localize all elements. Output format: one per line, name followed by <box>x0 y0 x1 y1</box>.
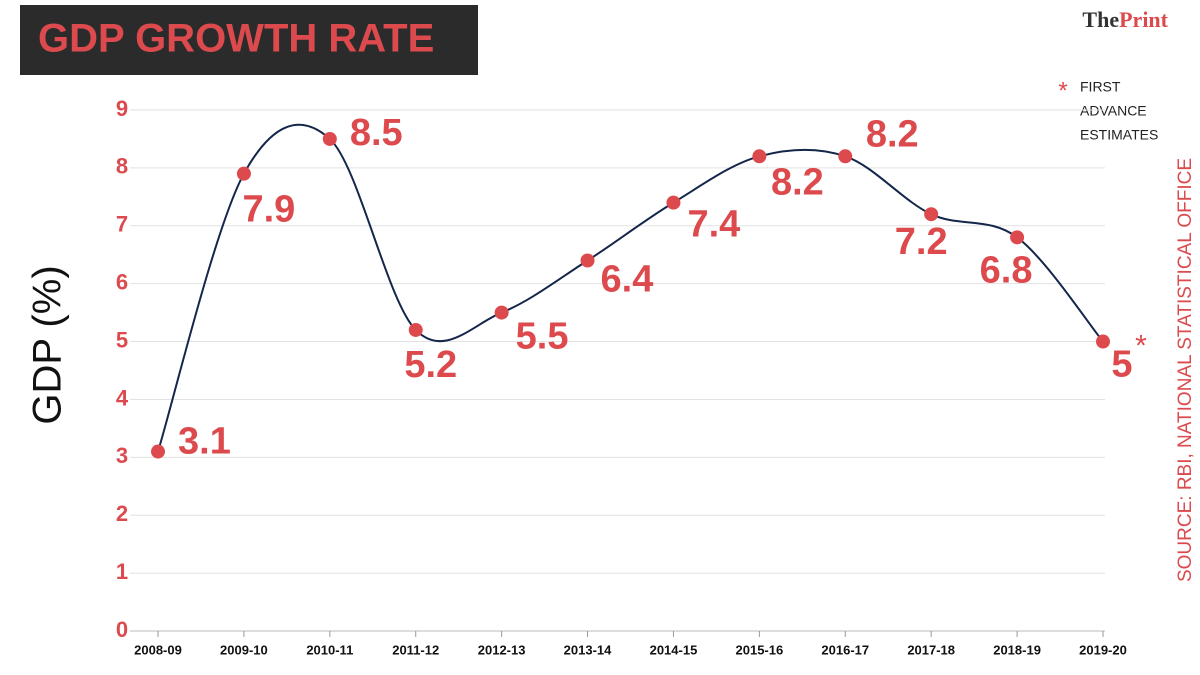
point <box>1010 230 1025 245</box>
x-tick-label: 2009-10 <box>220 642 268 657</box>
data-label: 8.2 <box>771 161 824 203</box>
point <box>752 149 767 164</box>
y-tick-label: 7 <box>116 212 128 237</box>
title-box <box>20 5 478 75</box>
point <box>494 305 509 320</box>
point <box>408 322 423 337</box>
x-tick-label: 2015-16 <box>736 642 784 657</box>
point <box>838 149 853 164</box>
x-tick-label: 2013-14 <box>564 642 612 657</box>
data-label-marker: * <box>1135 329 1147 362</box>
x-tick-label: 2018-19 <box>993 642 1041 657</box>
data-label: 3.1 <box>178 421 231 463</box>
data-label: 5.5 <box>516 316 569 358</box>
logo-prefix: The <box>1082 7 1119 32</box>
logo-name: Print <box>1119 7 1169 32</box>
y-tick-label: 8 <box>116 154 128 179</box>
footnote-line: FIRST <box>1080 79 1121 95</box>
point <box>1096 334 1110 349</box>
data-label: 7.4 <box>687 204 740 246</box>
y-tick-label: 1 <box>116 559 128 584</box>
source: SOURCE: RBI, NATIONAL STATISTICAL OFFICE <box>1175 158 1196 582</box>
point <box>151 444 165 459</box>
x-tick-label: 2010-11 <box>306 642 353 657</box>
x-tick-label: 2016-17 <box>821 642 869 657</box>
x-tick-label: 2017-18 <box>907 642 955 657</box>
data-label: 5.2 <box>404 344 457 386</box>
logo: ThePrint <box>1082 7 1168 32</box>
x-tick-label: 2012-13 <box>478 642 526 657</box>
x-tick-label: 2019-20 <box>1079 642 1127 657</box>
x-tick-label: 2011-12 <box>392 642 439 657</box>
point <box>236 166 251 181</box>
y-tick-label: 3 <box>116 443 128 468</box>
y-tick-label: 9 <box>116 96 128 121</box>
data-label: 6.4 <box>601 259 654 301</box>
point <box>580 253 595 268</box>
data-label: 6.8 <box>980 249 1033 291</box>
data-label: 8.5 <box>350 112 403 154</box>
data-label: 8.2 <box>866 113 919 155</box>
data-label: 7.9 <box>242 189 295 231</box>
y-axis-label: GDP (%) <box>26 265 70 424</box>
y-tick-label: 6 <box>116 269 128 294</box>
x-tick-label: 2014-15 <box>650 642 698 657</box>
footnote-marker: * <box>1058 77 1067 104</box>
chart-title: GDP GROWTH RATE <box>38 17 434 61</box>
data-label: 7.2 <box>895 221 948 263</box>
footnote-line: ADVANCE <box>1080 103 1147 119</box>
y-tick-label: 4 <box>116 385 129 410</box>
y-tick-label: 0 <box>116 617 128 642</box>
data-label: 5 <box>1111 344 1132 386</box>
x-tick-label: 2008-09 <box>134 642 182 657</box>
point <box>666 195 681 210</box>
footnote-line: ESTIMATES <box>1080 127 1158 143</box>
y-tick-label: 2 <box>116 501 128 526</box>
point <box>322 131 337 146</box>
y-tick-label: 5 <box>116 327 128 352</box>
point <box>924 207 939 222</box>
